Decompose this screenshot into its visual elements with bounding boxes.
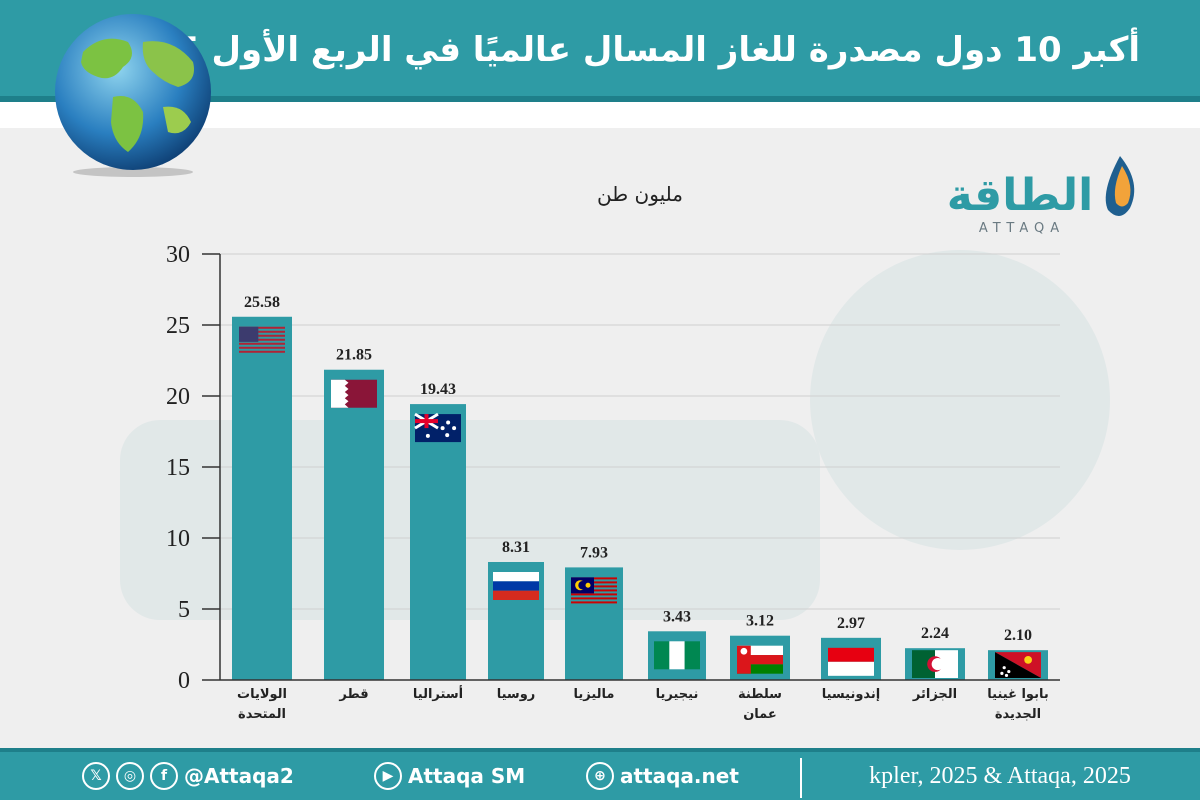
category-label: روسيا bbox=[497, 687, 536, 702]
category-label: إندونيسيا bbox=[822, 687, 881, 702]
category-label: قطر bbox=[338, 687, 368, 702]
bar bbox=[324, 369, 384, 680]
flag-png-icon bbox=[995, 652, 1041, 678]
footer-divider bbox=[800, 758, 802, 798]
flag-usa-icon bbox=[239, 326, 285, 353]
category-label: أستراليا bbox=[413, 685, 463, 702]
bar-value-label: 3.12 bbox=[746, 613, 774, 630]
globe-icon bbox=[55, 14, 211, 177]
bar-group: 2.10 بابوا غينيا الجديدة bbox=[987, 627, 1048, 722]
bar-group: 8.31 روسيا bbox=[488, 539, 544, 702]
y-tick-label: 15 bbox=[166, 455, 190, 481]
page-title: أكبر 10 دول مصدرة للغاز المسال عالميًا ف… bbox=[105, 30, 1140, 70]
logo-arabic-text: الطاقة bbox=[947, 170, 1093, 221]
bar bbox=[410, 404, 466, 680]
header: أكبر 10 دول مصدرة للغاز المسال عالميًا ف… bbox=[0, 0, 1200, 177]
bar-value-label: 2.24 bbox=[921, 625, 949, 642]
y-tick-label: 10 bbox=[166, 526, 190, 552]
bar-group: 3.12 سلطنة عمان bbox=[730, 613, 790, 722]
flag-russia-icon bbox=[493, 571, 539, 600]
y-tick-label: 20 bbox=[166, 384, 190, 410]
instagram-icon[interactable]: ◎ bbox=[116, 762, 144, 790]
bar-group: 7.93 ماليزيا bbox=[565, 544, 623, 702]
bar-value-label: 8.31 bbox=[502, 539, 530, 556]
category-label-line2: المتحدة bbox=[238, 707, 286, 722]
flag-australia-icon bbox=[414, 412, 461, 443]
category-label: سلطنة bbox=[738, 687, 782, 702]
flag-indonesia-icon bbox=[828, 647, 874, 676]
bar-value-label: 7.93 bbox=[580, 544, 608, 561]
bar-group: 3.43 نيجيريا bbox=[648, 608, 706, 702]
bar bbox=[232, 316, 292, 680]
y-axis-unit-label: مليون طن bbox=[597, 182, 683, 206]
flag-oman-icon bbox=[737, 645, 783, 674]
youtube-icon: ▶ bbox=[374, 762, 402, 790]
bar-chart: 25.58 الولايات المتحدة 21.85 قطر 19.43 أسترالي… bbox=[166, 242, 1060, 722]
category-label-line2: الجديدة bbox=[995, 707, 1041, 722]
x-icon[interactable]: 𝕏 bbox=[82, 762, 110, 790]
bar-group: 2.24 الجزائر bbox=[905, 625, 965, 702]
youtube-label: Attaqa SM bbox=[408, 764, 526, 788]
website-link[interactable]: ⊕ attaqa.net bbox=[586, 752, 739, 800]
bar-value-label: 3.43 bbox=[663, 608, 691, 625]
flag-malaysia-icon bbox=[571, 577, 617, 604]
facebook-icon[interactable]: f bbox=[150, 762, 178, 790]
globe-web-icon: ⊕ bbox=[586, 762, 614, 790]
category-label: ماليزيا bbox=[574, 687, 615, 702]
category-label: الجزائر bbox=[912, 687, 957, 702]
y-tick-label: 5 bbox=[178, 597, 190, 623]
y-tick-label: 30 bbox=[166, 242, 190, 268]
y-tick-label: 25 bbox=[166, 313, 190, 339]
bar-value-label: 21.85 bbox=[336, 347, 372, 364]
category-label: الولايات bbox=[237, 687, 287, 702]
flag-qatar-icon bbox=[331, 379, 377, 408]
attaqa-logo: الطاقة ATTAQA bbox=[947, 156, 1135, 236]
social-icons: 𝕏 ◎ f @Attaqa2 bbox=[82, 752, 294, 800]
flag-nigeria-icon bbox=[654, 641, 700, 670]
bar-group: 25.58 الولايات المتحدة bbox=[232, 294, 292, 722]
bar-value-label: 25.58 bbox=[244, 294, 280, 311]
category-label: بابوا غينيا bbox=[987, 687, 1048, 702]
logo-latin-text: ATTAQA bbox=[979, 221, 1065, 236]
source-credit: kpler, 2025 & Attaqa, 2025 bbox=[869, 763, 1131, 789]
category-label: نيجيريا bbox=[656, 687, 699, 702]
social-handle[interactable]: @Attaqa2 bbox=[184, 764, 294, 788]
bar-group: 2.97 إندونيسيا bbox=[821, 615, 881, 702]
flag-algeria-icon bbox=[912, 650, 958, 678]
bar-value-label: 19.43 bbox=[420, 381, 456, 398]
category-label-line2: عمان bbox=[743, 707, 777, 722]
youtube-link[interactable]: ▶ Attaqa SM bbox=[374, 752, 525, 800]
website-label: attaqa.net bbox=[620, 764, 739, 788]
bar-group: 19.43 أستراليا bbox=[410, 381, 466, 702]
bar-value-label: 2.10 bbox=[1004, 627, 1032, 644]
footer: 𝕏 ◎ f @Attaqa2 ▶ Attaqa SM ⊕ attaqa.net … bbox=[0, 748, 1200, 800]
bar-value-label: 2.97 bbox=[837, 615, 865, 632]
y-tick-label: 0 bbox=[178, 668, 190, 694]
bar-group: 21.85 قطر bbox=[324, 347, 384, 702]
